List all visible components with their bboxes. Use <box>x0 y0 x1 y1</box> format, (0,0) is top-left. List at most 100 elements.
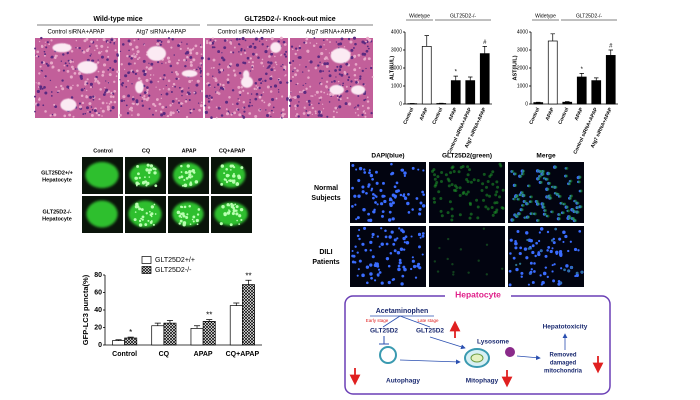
cell <box>207 97 210 100</box>
puncta <box>150 205 155 209</box>
cell <box>255 88 258 90</box>
cell <box>161 105 165 109</box>
nucleus <box>379 188 383 192</box>
cell <box>42 104 45 107</box>
cell <box>309 42 311 44</box>
vessel <box>135 80 144 94</box>
cell <box>104 91 107 94</box>
nucleus <box>527 238 532 243</box>
cell <box>85 37 89 41</box>
bar <box>202 321 216 346</box>
cell <box>296 95 300 99</box>
cell <box>210 98 213 101</box>
cell <box>361 69 364 73</box>
cell <box>232 51 235 54</box>
cell <box>354 63 358 66</box>
cell <box>174 70 178 74</box>
cell <box>271 51 273 54</box>
puncta <box>147 219 150 222</box>
stain <box>495 208 499 212</box>
cell <box>283 53 286 56</box>
stain <box>571 216 575 220</box>
cell <box>173 54 176 56</box>
stain <box>458 213 462 217</box>
cell <box>90 106 93 108</box>
nucleus <box>569 240 572 243</box>
cell <box>225 100 229 104</box>
puncta <box>147 171 151 175</box>
cell <box>212 66 215 69</box>
cell <box>139 94 142 97</box>
bg <box>350 226 426 287</box>
cell <box>172 111 175 115</box>
cell <box>176 61 179 65</box>
stain <box>569 179 573 183</box>
stain <box>570 266 573 269</box>
nucleus <box>388 210 392 214</box>
cell <box>131 54 134 58</box>
nucleus <box>367 183 371 187</box>
cell <box>246 92 249 95</box>
cell <box>338 73 341 76</box>
cell <box>275 63 278 66</box>
cell <box>50 94 53 97</box>
nucleus <box>418 207 422 211</box>
cell <box>109 100 113 104</box>
cell <box>181 94 183 97</box>
puncta <box>189 176 192 179</box>
nucleus <box>531 250 535 255</box>
cell <box>137 38 140 40</box>
nucleus <box>544 254 548 258</box>
cell <box>128 42 133 46</box>
cell <box>209 38 212 42</box>
cell <box>233 74 237 77</box>
cell <box>288 98 292 102</box>
cell <box>216 83 220 86</box>
cell <box>135 69 139 73</box>
cell <box>353 73 357 77</box>
puncta <box>153 171 157 175</box>
cell <box>70 96 74 99</box>
cell <box>238 51 240 53</box>
nucleus <box>421 253 424 256</box>
cell <box>34 47 37 50</box>
cell <box>298 46 302 50</box>
stain <box>550 210 554 214</box>
cell <box>267 66 270 69</box>
label: Subjects <box>311 195 340 202</box>
cell <box>170 91 173 94</box>
cell <box>289 79 293 82</box>
cell <box>126 112 130 115</box>
label: Patients <box>312 259 339 266</box>
nucleus <box>544 266 548 269</box>
stain <box>457 170 461 174</box>
cell <box>365 49 369 53</box>
nucleus <box>368 171 371 175</box>
nucleus <box>555 252 558 256</box>
nucleus <box>396 251 401 255</box>
cell <box>270 68 274 72</box>
cell <box>40 61 44 64</box>
puncta <box>238 223 241 225</box>
stain <box>513 183 517 187</box>
cell <box>241 37 245 41</box>
stain <box>514 195 518 199</box>
cell <box>109 109 112 112</box>
cell <box>136 58 139 61</box>
nucleus <box>547 245 551 249</box>
cell <box>179 47 182 51</box>
stain <box>469 180 473 184</box>
cell <box>93 109 97 113</box>
nucleus <box>577 249 580 252</box>
cell <box>306 113 310 117</box>
cell <box>323 62 327 66</box>
puncta <box>196 223 199 226</box>
stain <box>567 182 571 186</box>
cell <box>175 77 178 81</box>
cell <box>96 47 99 50</box>
cell <box>212 37 214 40</box>
puncta <box>182 223 186 227</box>
cell <box>189 63 193 67</box>
cell <box>282 40 286 44</box>
error-bar <box>206 319 213 322</box>
